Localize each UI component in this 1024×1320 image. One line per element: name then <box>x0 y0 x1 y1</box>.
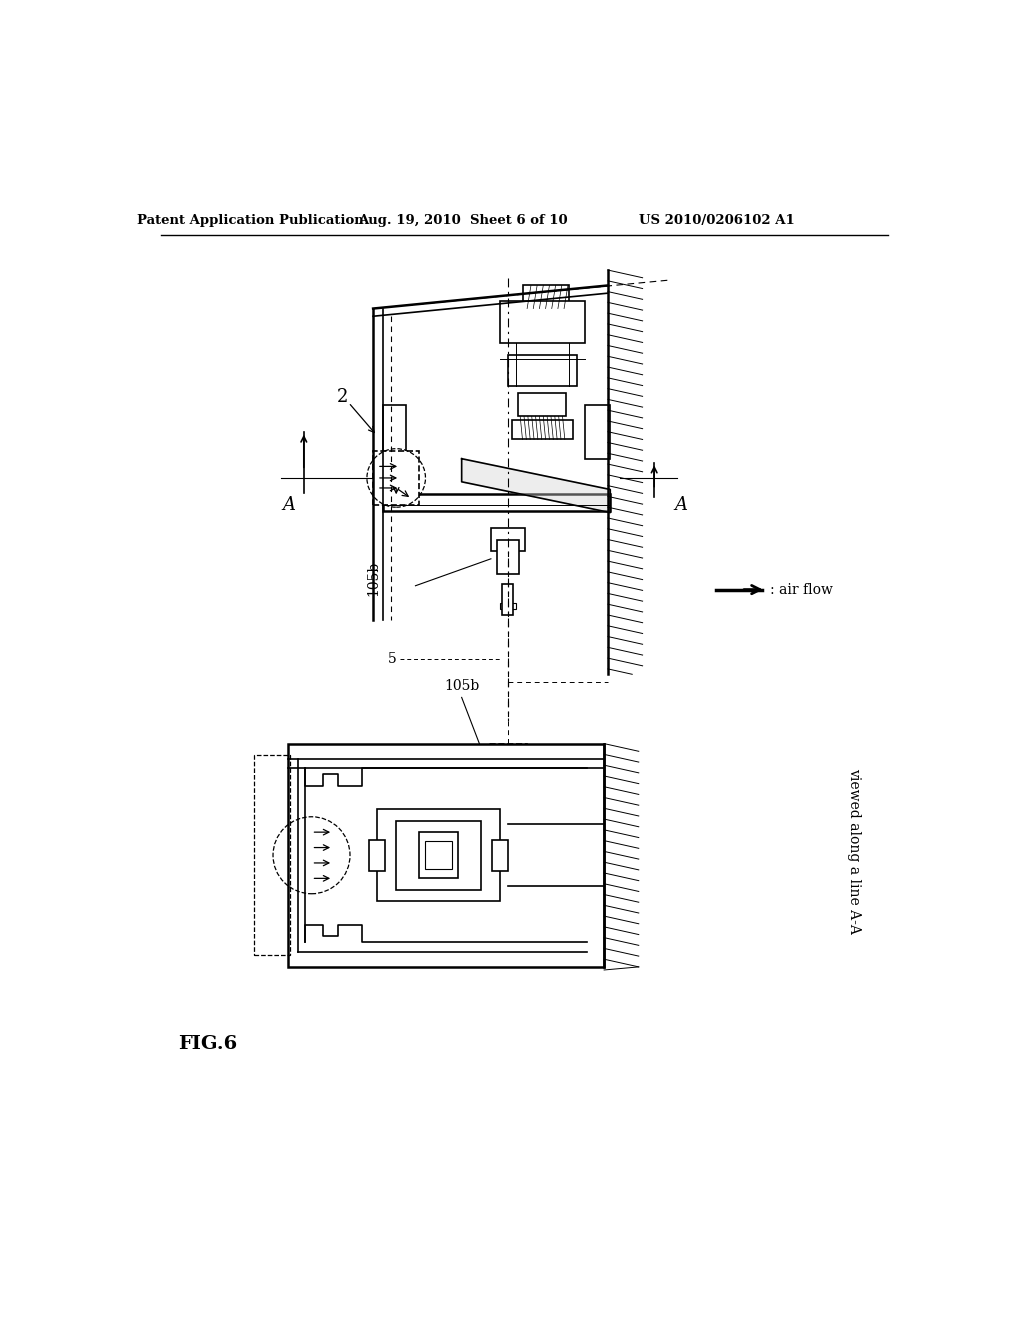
Polygon shape <box>462 459 610 512</box>
Text: FIG.6: FIG.6 <box>178 1035 238 1053</box>
Text: 105b: 105b <box>367 561 381 595</box>
Bar <box>419 832 458 878</box>
Bar <box>377 809 500 902</box>
Text: Aug. 19, 2010  Sheet 6 of 10: Aug. 19, 2010 Sheet 6 of 10 <box>358 214 568 227</box>
Bar <box>500 603 515 609</box>
Text: A: A <box>675 496 687 513</box>
Bar <box>518 393 565 416</box>
Bar <box>585 405 610 459</box>
Bar <box>490 528 525 552</box>
Bar <box>370 840 385 871</box>
Bar <box>500 301 585 343</box>
Text: : air flow: : air flow <box>770 582 833 597</box>
Bar <box>493 840 508 871</box>
Bar <box>396 821 481 890</box>
Bar <box>503 585 513 615</box>
Bar <box>523 285 569 309</box>
Text: viewed along a line A-A: viewed along a line A-A <box>848 768 861 935</box>
Text: Patent Application Publication: Patent Application Publication <box>136 214 364 227</box>
Bar <box>512 420 573 440</box>
Bar <box>425 841 453 869</box>
Bar <box>497 540 518 574</box>
Text: 5: 5 <box>388 652 396 665</box>
Bar <box>383 494 610 511</box>
Text: US 2010/0206102 A1: US 2010/0206102 A1 <box>639 214 796 227</box>
Bar <box>254 755 290 956</box>
Bar <box>508 355 578 385</box>
Bar <box>383 405 407 459</box>
Text: A: A <box>282 496 295 513</box>
Text: 105b: 105b <box>444 678 479 693</box>
Bar <box>373 451 419 506</box>
Bar <box>488 743 527 763</box>
Bar <box>289 743 604 966</box>
Text: 2: 2 <box>337 388 348 407</box>
